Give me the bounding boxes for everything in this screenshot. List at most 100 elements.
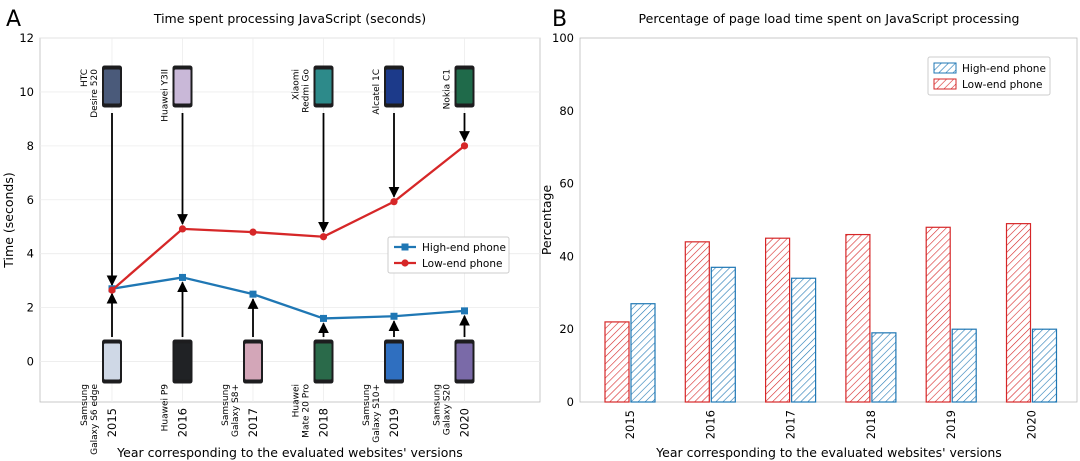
- panel-b-legend-label: Low-end phone: [962, 79, 1042, 91]
- panel-a-data-point: [460, 142, 469, 150]
- phone-icon: [102, 339, 122, 384]
- panel-b: B Percentage of page load time spent on …: [539, 7, 1078, 460]
- panel-b-y-tick-label: 100: [552, 31, 574, 45]
- panel-a-data-point: [390, 312, 398, 320]
- panel-b-legend-swatch: [933, 62, 957, 74]
- panel-a-series: [108, 142, 469, 322]
- panel-b-bar-high-end: [630, 303, 656, 403]
- panel-b-bar-low-end: [925, 226, 951, 403]
- panel-a-low-end-device-label: Nokia C1: [443, 69, 453, 109]
- phone-screen: [315, 343, 332, 380]
- panel-b-title: Percentage of page load time spent on Ja…: [639, 11, 1020, 26]
- panel-a-legend: High-end phone Low-end phone: [387, 236, 510, 274]
- panel-a-high-end-device-label: Samsung: [433, 384, 443, 426]
- panel-a-data-point: [461, 307, 468, 315]
- panel-a-high-end-device-label: Samsung: [80, 384, 90, 426]
- panel-b-plot-frame: [579, 37, 1078, 403]
- panel-a-low-end-device-label: Alcatel 1C: [372, 69, 382, 115]
- panel-a-y-tick-label: 2: [27, 301, 34, 315]
- panel-a-high-end-device-label: Samsung: [221, 384, 231, 426]
- panel-a-legend-marker: [401, 243, 409, 251]
- phone-icon: [384, 65, 404, 108]
- phone-icon: [313, 339, 334, 384]
- phone-screen: [315, 69, 332, 104]
- phone-screen: [456, 343, 473, 380]
- panel-a-high-end-device-label: Galaxy S10+: [372, 384, 382, 443]
- phone-icon: [454, 65, 475, 108]
- phone-screen: [104, 343, 120, 380]
- phone-icon: [384, 339, 404, 384]
- panel-a-device-annotations: HTC Desire 520 Huawei Y3II Xiaomi Redmi Go Al…: [80, 65, 475, 455]
- panel-b-bar-high-end: [871, 332, 897, 403]
- panel-a-x-tick-label: 2019: [387, 408, 401, 437]
- panel-a-data-point: [178, 225, 187, 233]
- panel-a-data-point: [179, 273, 186, 281]
- panel-b-x-tick-label: 2017: [784, 410, 798, 439]
- phone-icon: [454, 339, 475, 384]
- panel-b-x-tick-label: 2016: [703, 410, 717, 439]
- phone-screen: [386, 343, 402, 380]
- panel-a-y-tick-label: 10: [19, 85, 34, 99]
- panel-b-bar-high-end: [1031, 328, 1058, 403]
- phone-icon: [313, 65, 334, 108]
- phone-screen: [104, 69, 120, 104]
- panel-a-x-tick-label: 2020: [458, 408, 472, 437]
- panel-a-x-tick-label: 2017: [246, 408, 260, 437]
- panel-a-x-ticks: 2015 2016 2017 2018 2019 2020: [105, 408, 472, 437]
- panel-b-bar-high-end: [790, 277, 817, 403]
- panel-b-bar-high-end: [710, 266, 736, 403]
- panel-a-legend-box: [387, 236, 510, 274]
- panel-b-y-tick-label: 80: [559, 104, 574, 118]
- panel-a-high-end-device-label: Galaxy S8+: [231, 384, 241, 437]
- panel-a: A Time spent processing JavaScript (seco…: [1, 7, 541, 460]
- panel-b-y-ticks: 0 20 40 60 80 100: [552, 31, 574, 409]
- phone-icon: [243, 339, 263, 384]
- phone-screen: [386, 69, 402, 104]
- panel-a-legend-label: High-end phone: [422, 242, 506, 254]
- panel-a-series-line: [111, 144, 466, 291]
- panel-a-high-end-device-label: Huawei P9: [161, 384, 171, 432]
- panel-b-y-tick-label: 60: [559, 177, 574, 191]
- panel-b-y-tick-label: 0: [567, 395, 574, 409]
- phone-screen: [245, 343, 261, 380]
- phone-icon: [172, 65, 193, 108]
- panel-a-title: Time spent processing JavaScript (second…: [153, 11, 426, 26]
- panel-a-y-axis-label: Time (seconds): [1, 172, 16, 268]
- panel-b-y-axis-label: Percentage: [539, 185, 554, 256]
- panel-a-low-end-device-label: Redmi Go: [302, 69, 312, 113]
- panel-b-x-tick-label: 2020: [1025, 410, 1039, 439]
- panel-b-x-tick-label: 2018: [864, 410, 878, 439]
- panel-b-x-axis-label: Year corresponding to the evaluated webs…: [655, 445, 1002, 460]
- panel-a-y-tick-label: 0: [27, 355, 34, 369]
- panel-a-low-end-device-label: Desire 520: [90, 69, 100, 118]
- panel-b-bar-low-end: [845, 233, 871, 403]
- panel-a-low-end-device-label: HTC: [80, 69, 90, 87]
- panel-a-series-line: [111, 276, 465, 320]
- panel-b-bar-low-end: [684, 241, 710, 403]
- panel-a-x-axis-label: Year corresponding to the evaluated webs…: [116, 445, 463, 460]
- panel-a-low-end-device-label: Huawei Y3II: [161, 69, 171, 122]
- panel-a-legend-label: Low-end phone: [422, 258, 502, 270]
- panel-b-legend-swatch: [933, 78, 957, 90]
- phone-screen: [456, 69, 473, 104]
- phone-icon: [172, 339, 193, 384]
- panel-b-y-tick-label: 20: [559, 322, 574, 336]
- panel-b-bar-low-end: [604, 321, 630, 403]
- panel-b-legend-label: High-end phone: [962, 63, 1046, 75]
- panel-a-y-ticks: 0 2 4 6 8 10 12: [19, 31, 34, 369]
- panel-a-low-end-device-label: Xiaomi: [292, 69, 302, 100]
- panel-a-letter: A: [6, 7, 21, 32]
- panel-a-data-point: [320, 314, 327, 322]
- panel-a-high-end-device-label: Galaxy S20: [443, 384, 453, 435]
- panel-a-high-end-device-label: Huawei: [292, 384, 302, 417]
- panel-a-data-point: [108, 286, 116, 294]
- panel-a-data-point: [249, 290, 257, 298]
- panel-a-data-point: [390, 198, 398, 206]
- panel-a-x-tick-label: 2018: [317, 408, 331, 437]
- panel-a-legend-marker: [401, 259, 409, 267]
- panel-b-x-tick-label: 2015: [623, 410, 637, 439]
- panel-b-x-ticks: 2015 2016 2017 2018 2019 2020: [623, 410, 1039, 439]
- phone-screen: [174, 69, 191, 104]
- panel-a-y-tick-label: 8: [27, 139, 34, 153]
